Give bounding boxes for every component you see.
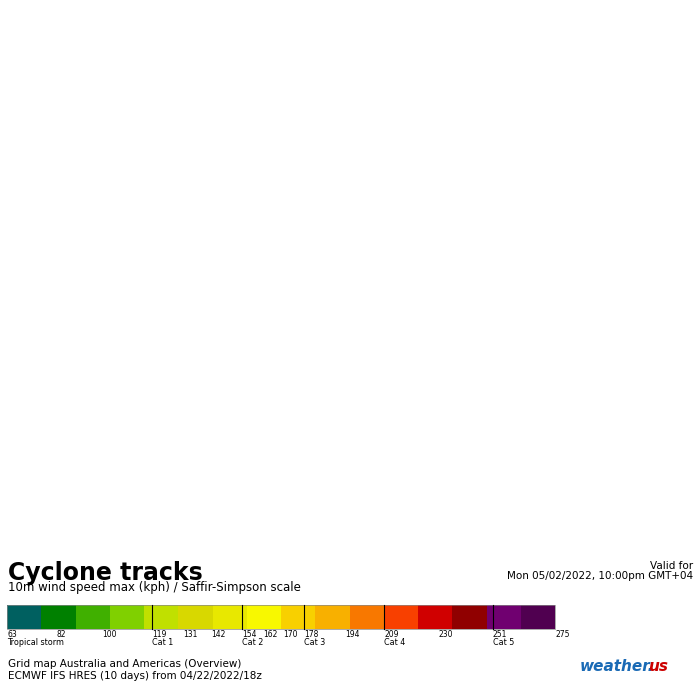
- Text: Mon 05/02/2022, 10:00pm GMT+04: Mon 05/02/2022, 10:00pm GMT+04: [507, 571, 693, 581]
- Bar: [178, 606, 213, 629]
- Text: 154: 154: [242, 630, 257, 639]
- Bar: [418, 606, 452, 629]
- Text: 100: 100: [103, 630, 117, 639]
- Bar: [7, 606, 555, 629]
- Bar: [246, 606, 281, 629]
- Text: 119: 119: [152, 630, 166, 639]
- Text: Valid for: Valid for: [650, 561, 693, 571]
- Text: 194: 194: [346, 630, 360, 639]
- Text: Map requires cartopy: Map requires cartopy: [246, 284, 454, 304]
- Text: 82: 82: [56, 630, 66, 639]
- Text: Cyclone tracks: Cyclone tracks: [8, 561, 203, 585]
- Text: 209: 209: [384, 630, 399, 639]
- Text: 230: 230: [439, 630, 453, 639]
- Text: weather.: weather.: [580, 659, 654, 674]
- Text: 10m wind speed max (kph) / Saffir-Simpson scale: 10m wind speed max (kph) / Saffir-Simpso…: [8, 581, 301, 594]
- Bar: [7, 606, 41, 629]
- Text: Tropical storm: Tropical storm: [7, 638, 64, 648]
- Text: ECMWF IFS HRES (10 days) from 04/22/2022/18z: ECMWF IFS HRES (10 days) from 04/22/2022…: [8, 671, 262, 681]
- Bar: [41, 606, 76, 629]
- Text: 63: 63: [7, 630, 17, 639]
- Text: Cat 4: Cat 4: [384, 638, 405, 648]
- Text: 142: 142: [211, 630, 225, 639]
- Text: Grid map Australia and Americas (Overview): Grid map Australia and Americas (Overvie…: [8, 659, 241, 669]
- Bar: [281, 606, 315, 629]
- Text: 170: 170: [284, 630, 298, 639]
- Bar: [486, 606, 521, 629]
- Bar: [110, 606, 144, 629]
- Text: 251: 251: [493, 630, 507, 639]
- Bar: [452, 606, 486, 629]
- Text: Cat 1: Cat 1: [152, 638, 173, 648]
- Text: This service is based on data and products of the European Centre for Medium-ran: This service is based on data and produc…: [4, 11, 497, 20]
- Bar: [144, 606, 178, 629]
- Text: 178: 178: [304, 630, 318, 639]
- Bar: [315, 606, 349, 629]
- Text: Cat 5: Cat 5: [493, 638, 514, 648]
- Bar: [521, 606, 555, 629]
- Bar: [384, 606, 418, 629]
- Text: us: us: [648, 659, 668, 674]
- Text: 275: 275: [555, 630, 570, 639]
- Bar: [213, 606, 246, 629]
- Bar: [76, 606, 110, 629]
- Text: Cat 2: Cat 2: [242, 638, 264, 648]
- Text: Cat 3: Cat 3: [304, 638, 326, 648]
- Bar: [349, 606, 384, 629]
- Text: 131: 131: [183, 630, 197, 639]
- Text: 162: 162: [263, 630, 277, 639]
